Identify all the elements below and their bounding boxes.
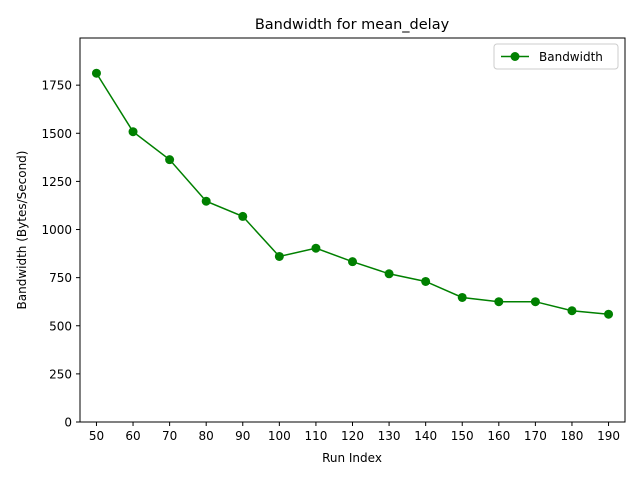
y-tick-label: 1500 — [41, 127, 72, 141]
y-tick-label: 750 — [49, 271, 72, 285]
x-tick-label: 110 — [304, 429, 327, 443]
x-tick-label: 130 — [378, 429, 401, 443]
legend: Bandwidth — [493, 43, 619, 70]
x-axis-label: Run Index — [322, 451, 382, 465]
x-axis: 50 60 70 80 90 100 110 120 130 140 150 160 170 180 190 — [89, 422, 620, 443]
plot-area — [79, 37, 626, 423]
data-point — [91, 68, 101, 78]
data-point — [567, 306, 577, 316]
y-tick-label: 1000 — [41, 223, 72, 237]
data-point — [421, 276, 431, 286]
data-point — [128, 127, 138, 137]
data-point — [604, 309, 614, 319]
y-tick-label: 0 — [64, 416, 72, 430]
y-tick-label: 1250 — [41, 175, 72, 189]
x-tick-label: 120 — [341, 429, 364, 443]
data-point — [165, 155, 175, 165]
legend-box — [493, 43, 619, 70]
x-tick-label: 170 — [524, 429, 547, 443]
data-point — [311, 243, 321, 253]
x-tick-label: 160 — [487, 429, 510, 443]
data-point — [384, 269, 394, 279]
x-tick-label: 150 — [451, 429, 474, 443]
data-point — [530, 297, 540, 307]
data-point — [238, 211, 248, 221]
chart-title: Bandwidth for mean_delay — [255, 17, 450, 33]
data-point — [457, 292, 467, 302]
x-tick-label: 190 — [597, 429, 620, 443]
x-tick-label: 80 — [199, 429, 214, 443]
legend-marker — [510, 52, 520, 61]
x-tick-label: 180 — [561, 429, 584, 443]
legend-label: Bandwidth — [539, 50, 603, 64]
series-layer — [91, 68, 614, 319]
y-axis: 0 250 500 750 1000 1250 1500 1750 — [41, 79, 80, 430]
data-point — [494, 297, 504, 307]
y-axis-label: Bandwidth (Bytes/Second) — [15, 151, 29, 310]
data-point — [201, 196, 211, 206]
y-tick-label: 1750 — [41, 79, 72, 93]
x-tick-label: 70 — [162, 429, 177, 443]
data-point — [274, 251, 284, 261]
y-tick-label: 250 — [49, 367, 72, 381]
x-tick-label: 60 — [125, 429, 140, 443]
data-point — [348, 257, 357, 267]
x-tick-label: 140 — [414, 429, 437, 443]
x-tick-label: 100 — [268, 429, 291, 443]
x-tick-label: 90 — [235, 429, 250, 443]
x-tick-label: 50 — [89, 429, 104, 443]
y-tick-label: 500 — [49, 319, 72, 333]
